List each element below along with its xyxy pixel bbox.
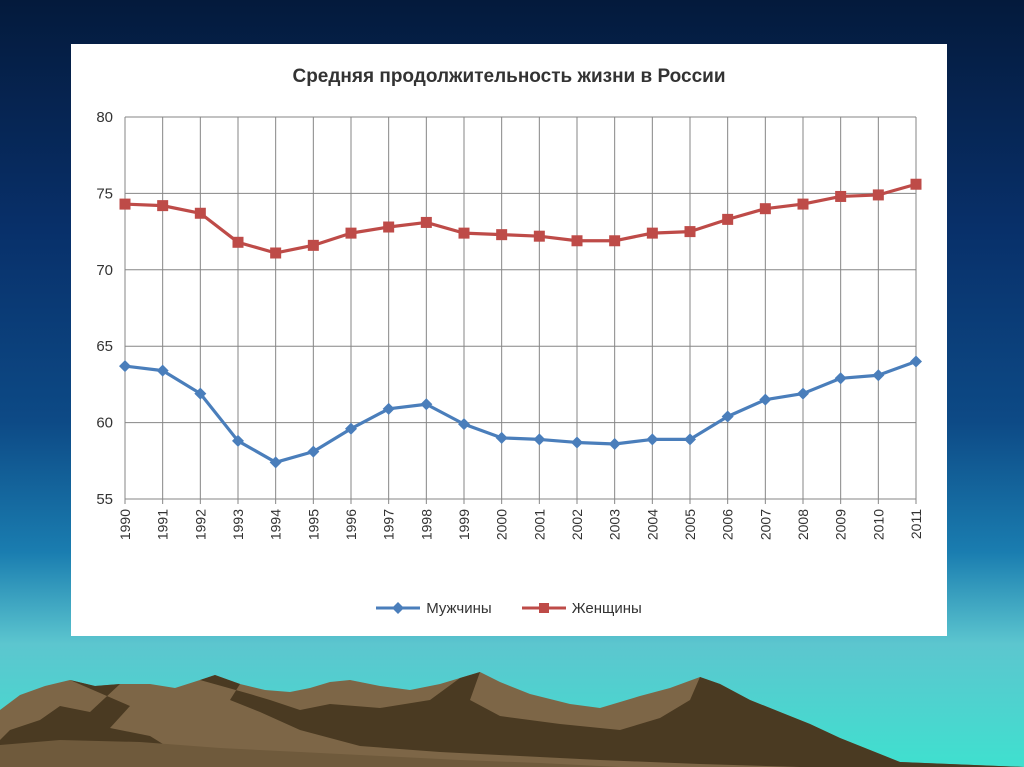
x-tick-label: 1995 [305, 509, 321, 540]
data-point-men [345, 422, 357, 435]
data-point-men [646, 433, 659, 446]
legend: Мужчины Женщины [71, 597, 947, 619]
x-tick-label: 2004 [644, 509, 660, 540]
data-point-men [420, 398, 433, 411]
x-tick-label: 2010 [870, 509, 886, 540]
chart-title: Средняя продолжительность жизни в России [292, 66, 726, 87]
data-point-men [797, 387, 809, 400]
y-tick-label: 80 [96, 109, 113, 126]
y-tick-label: 75 [96, 185, 113, 202]
data-point-men [872, 369, 885, 382]
data-point-women [722, 213, 734, 225]
data-point-men [684, 433, 696, 446]
data-point-women [194, 207, 206, 219]
data-point-women [797, 198, 809, 210]
x-tick-label: 2001 [531, 509, 547, 540]
data-point-women [759, 203, 771, 215]
data-point-men [194, 387, 207, 400]
data-point-men [119, 360, 131, 373]
x-tick-label: 1998 [418, 509, 434, 540]
chart-card: Средняя продолжительность жизни в России… [71, 44, 947, 636]
data-point-women [383, 221, 395, 233]
data-point-women [496, 229, 508, 241]
data-point-women [571, 235, 583, 247]
data-point-men [571, 436, 583, 449]
data-point-women [458, 227, 470, 239]
x-tick-label: 2003 [607, 509, 623, 540]
data-point-men [834, 372, 847, 385]
legend-item-women: Женщины [521, 599, 642, 617]
data-point-women [232, 236, 244, 248]
data-point-women [646, 227, 658, 239]
legend-label-men: Мужчины [426, 599, 492, 617]
data-point-men [307, 445, 320, 458]
x-tick-label: 1992 [192, 509, 208, 540]
data-point-women [872, 189, 884, 201]
legend-item-men: Мужчины [376, 599, 492, 617]
x-tick-label: 2009 [833, 509, 849, 540]
data-point-women [307, 239, 319, 251]
data-point-women [420, 216, 432, 228]
data-point-men [232, 434, 244, 447]
data-point-men [458, 418, 470, 431]
data-point-women [119, 198, 131, 210]
data-point-men [759, 393, 772, 406]
data-point-men [533, 433, 546, 446]
series-line-1 [124, 182, 917, 255]
data-point-women [609, 235, 621, 247]
data-point-women [835, 190, 847, 202]
y-tick-label: 55 [96, 491, 113, 508]
data-point-men [721, 410, 734, 423]
y-tick-label: 70 [96, 262, 113, 279]
data-point-men [910, 355, 922, 368]
data-point-women [910, 178, 922, 190]
x-tick-label: 1993 [230, 509, 246, 540]
x-tick-label: 2006 [720, 509, 736, 540]
x-tick-label: 2005 [682, 509, 698, 540]
x-tick-label: 1991 [155, 509, 171, 540]
data-point-women [345, 227, 357, 239]
data-point-men [382, 402, 395, 415]
x-tick-label: 2000 [494, 509, 510, 540]
data-point-women [270, 247, 282, 259]
mountain-shadow [200, 672, 1024, 767]
data-point-women [684, 226, 696, 238]
y-tick-label: 65 [96, 338, 113, 355]
line-chart: 55 60 65 70 75 80 1990 1991 1992 1993 1994 1995 1996… [96, 109, 924, 540]
x-tick-label: 1990 [117, 509, 133, 540]
data-point-men [156, 364, 169, 377]
legend-women-marker-icon [521, 603, 566, 613]
legend-men-marker-icon [376, 602, 421, 614]
data-point-men [269, 456, 282, 469]
data-point-men [495, 431, 508, 444]
series-line-0 [124, 359, 917, 464]
y-tick-label: 60 [96, 415, 113, 432]
data-point-women [533, 230, 545, 242]
x-tick-label: 2007 [757, 509, 773, 540]
x-tick-label: 2011 [908, 509, 924, 539]
x-tick-label: 1999 [456, 509, 472, 540]
data-point-men [608, 437, 621, 450]
data-point-women [157, 200, 169, 212]
x-tick-label: 1994 [268, 509, 284, 540]
x-tick-label: 2008 [795, 509, 811, 540]
mountain-foreground [0, 740, 620, 767]
x-tick-label: 1997 [381, 509, 397, 540]
x-tick-label: 2002 [569, 509, 585, 540]
x-tick-label: 1996 [343, 509, 359, 540]
legend-label-women: Женщины [571, 599, 642, 617]
